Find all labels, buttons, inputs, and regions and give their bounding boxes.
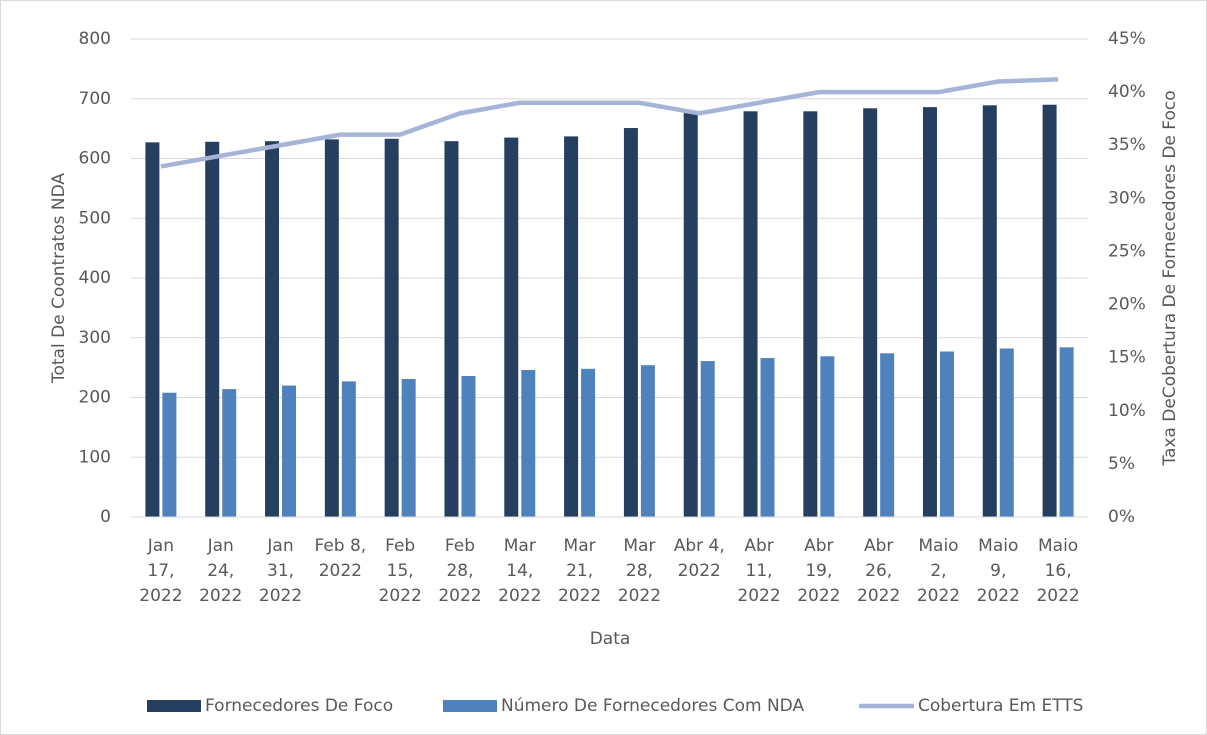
bar (623, 128, 638, 517)
bar (880, 353, 895, 517)
x-tick-label: Maio 9, 2022 (976, 536, 1020, 606)
x-axis-title: Data (590, 629, 631, 649)
x-tick-label: Abr 11, 2022 (737, 536, 781, 606)
x-tick-label: Jan 17, 2022 (139, 536, 183, 606)
y2-tick-label: 5% (1108, 454, 1135, 474)
y-tick-label: 600 (79, 149, 111, 169)
bar (1042, 104, 1057, 517)
bar (324, 139, 339, 517)
x-tick-label: Abr 19, 2022 (797, 536, 841, 606)
bar (982, 105, 997, 517)
bar (205, 141, 220, 517)
bar (939, 351, 954, 517)
legend-swatch (147, 700, 201, 712)
x-tick-label: Maio 2, 2022 (916, 536, 961, 606)
x-tick-label: Maio 16, 2022 (1036, 536, 1080, 606)
bar (444, 141, 459, 518)
legend-swatch (443, 700, 497, 712)
bar (282, 385, 297, 517)
bar (384, 138, 399, 517)
bar (341, 381, 356, 517)
y-tick-label: 100 (79, 447, 111, 467)
y-axis-title: Total De Coontratos NDA (49, 173, 69, 384)
bar (564, 136, 579, 517)
y2-tick-label: 45% (1108, 29, 1146, 49)
bar (803, 111, 818, 518)
bar (145, 142, 160, 517)
bar (922, 107, 937, 518)
y2-tick-label: 40% (1108, 82, 1146, 102)
bar (700, 361, 715, 517)
y2-tick-label: 25% (1108, 241, 1146, 261)
legend-label: Número De Fornecedores Com NDA (501, 696, 804, 716)
x-tick-label: Mar 21, 2022 (557, 536, 602, 606)
bar (760, 358, 775, 517)
x-tick-label: Feb 28, 2022 (438, 536, 482, 606)
y2-tick-label: 35% (1108, 135, 1146, 155)
bar (162, 392, 177, 517)
bar (504, 137, 519, 517)
y2-tick-label: 0% (1108, 507, 1135, 527)
bar (820, 356, 835, 517)
bar (999, 348, 1014, 517)
y2-tick-label: 15% (1108, 348, 1146, 368)
x-tick-label: Jan 31, 2022 (258, 536, 303, 606)
bar (265, 141, 280, 518)
y-tick-label: 200 (79, 388, 111, 408)
bar (1059, 347, 1074, 517)
legend-label: Fornecedores De Foco (205, 696, 393, 716)
x-tick-label: Abr 4, 2022 (673, 536, 725, 581)
y-tick-label: 0 (100, 507, 111, 527)
bar (521, 370, 536, 517)
bar (581, 368, 596, 517)
x-tick-label: Feb 8, 2022 (314, 536, 367, 581)
y2-axis-title: Taxa DeCobertura De Fornecedores De Foco (1160, 90, 1180, 466)
bar (743, 111, 758, 518)
bar (863, 108, 878, 517)
x-tick-label: Mar 28, 2022 (617, 536, 662, 606)
y2-tick-label: 30% (1108, 188, 1146, 208)
bar (461, 375, 476, 517)
x-tick-label: Mar 14, 2022 (498, 536, 542, 606)
bar (222, 389, 237, 517)
y-tick-label: 300 (79, 328, 111, 348)
y2-tick-label: 20% (1108, 295, 1146, 315)
bar (640, 365, 655, 517)
y2-tick-label: 10% (1108, 401, 1146, 421)
y-tick-label: 800 (79, 29, 111, 49)
y-tick-label: 500 (79, 208, 111, 228)
bar (683, 113, 698, 517)
x-tick-label: Jan 24, 2022 (199, 536, 243, 606)
x-tick-label: Abr 26, 2022 (857, 536, 901, 606)
bar (401, 378, 416, 517)
legend-label: Cobertura Em ETTS (918, 696, 1083, 716)
line-series (160, 77, 1059, 169)
y-tick-label: 700 (79, 89, 111, 109)
y-tick-label: 400 (79, 268, 111, 288)
x-tick-label: Feb 15, 2022 (378, 536, 422, 606)
